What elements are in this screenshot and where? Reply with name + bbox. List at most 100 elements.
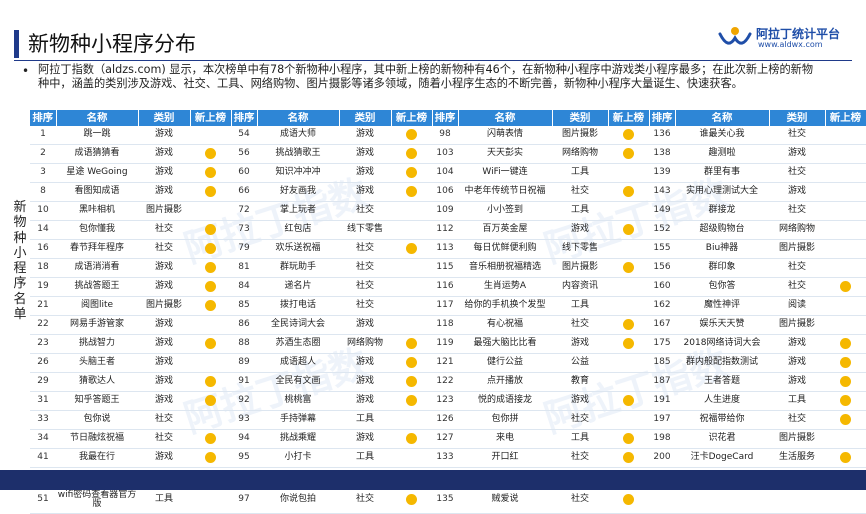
rank-cell: 162 — [649, 296, 675, 316]
category-cell: 社交 — [138, 429, 190, 449]
name-cell: 有心祝福 — [458, 315, 552, 335]
new-entry-cell — [391, 220, 432, 240]
category-cell — [769, 486, 825, 514]
name-cell: 桃桃富 — [257, 391, 339, 411]
category-cell: 游戏 — [339, 391, 391, 411]
page-title: 新物种小程序分布 — [28, 32, 196, 56]
new-entry-cell — [190, 220, 231, 240]
category-cell: 工具 — [552, 429, 608, 449]
column-header: 新上榜 — [608, 110, 650, 126]
name-cell: 群玩助手 — [257, 258, 339, 278]
new-entry-cell — [391, 296, 432, 316]
rank-cell: 97 — [231, 486, 257, 514]
logo-url: www.aldwx.com — [758, 40, 823, 49]
category-cell: 游戏 — [138, 277, 190, 297]
name-cell: 百万英金屋 — [458, 220, 552, 240]
new-entry-cell — [608, 391, 649, 411]
new-entry-cell — [608, 126, 649, 145]
new-entry-cell — [825, 486, 866, 514]
column-header: 名称 — [56, 110, 139, 126]
name-cell: 挑战智力 — [56, 334, 138, 354]
category-cell: 游戏 — [339, 429, 391, 449]
rank-cell: 94 — [231, 429, 257, 449]
rank-cell: 89 — [231, 353, 257, 373]
new-entry-cell — [825, 182, 866, 202]
new-entry-dot-icon — [623, 319, 634, 331]
new-entry-dot-icon — [205, 452, 216, 464]
column-header: 排序 — [649, 110, 676, 126]
table-row: 33 包你说 社交 93 手持弹幕 工具 126 包你拼 社交 197 祝福带给你 社交 — [30, 410, 866, 430]
rank-cell: 60 — [231, 163, 257, 183]
name-cell: 网易手游管家 — [56, 315, 138, 335]
table-header-row: 排序 名称 类别 新上榜 排序 名称 类别 新上榜 排序 名称 类别 新上榜 排序 名称 类别 新上榜 — [30, 110, 866, 126]
rank-cell: 19 — [30, 277, 56, 297]
rank-cell: 135 — [432, 486, 458, 514]
name-cell: 悦的成语接龙 — [458, 391, 552, 411]
new-entry-cell — [391, 201, 432, 221]
name-cell: 包你说 — [56, 410, 138, 430]
rank-cell: 109 — [432, 201, 458, 221]
rank-cell: 112 — [432, 220, 458, 240]
ranking-table-area: 阿拉丁指数 阿拉丁指数 阿拉丁指数 阿拉丁指数 排序 名称 类别 新上榜 排序 名称 类别新… — [30, 110, 866, 514]
table-row: 22 网易手游管家 游戏 86 全民诗词大会 游戏 118 有心祝福 社交 167 娱乐天天赞 图片摄… — [30, 315, 866, 335]
name-cell: 挑战猜歌王 — [257, 144, 339, 164]
rank-cell: 22 — [30, 315, 56, 335]
new-entry-cell — [608, 277, 649, 297]
new-entry-cell — [190, 201, 231, 221]
rank-cell: 34 — [30, 429, 56, 449]
rank-cell: 93 — [231, 410, 257, 430]
category-cell: 游戏 — [552, 220, 608, 240]
name-cell: 成语猜猜看 — [56, 144, 138, 164]
new-entry-cell — [608, 182, 649, 202]
name-cell: 猜歌达人 — [56, 372, 138, 392]
new-entry-cell — [608, 220, 649, 240]
name-cell: 超级购物台 — [675, 220, 769, 240]
new-entry-dot-icon — [840, 395, 851, 407]
new-entry-cell — [825, 353, 866, 373]
table-row: 21 阅图lite 图片摄影 85 拨打电话 社交 117 给你的手机换个发型 工具 162 魔性神… — [30, 296, 866, 316]
category-cell: 游戏 — [138, 126, 190, 145]
table-row: 16 春节拜年程序 社交 79 欢乐送祝福 社交 113 每日优鲜便利购 线下零售 155 Biu神… — [30, 239, 866, 259]
rank-cell: 104 — [432, 163, 458, 183]
category-cell: 游戏 — [138, 372, 190, 392]
new-entry-cell — [825, 258, 866, 278]
new-entry-cell — [391, 163, 432, 183]
category-cell: 社交 — [339, 296, 391, 316]
category-cell: 社交 — [339, 201, 391, 221]
category-cell: 游戏 — [339, 163, 391, 183]
name-cell: 开口红 — [458, 448, 552, 468]
rank-cell: 92 — [231, 391, 257, 411]
rank-cell: 185 — [649, 353, 675, 373]
table-row: 51 wifi密码查看器官方版 工具 97 你说包拍 社交 135 贼爱说 社交 — [30, 486, 866, 514]
name-cell: 群印象 — [675, 258, 769, 278]
new-entry-dot-icon — [623, 433, 634, 445]
bullet-icon: • — [22, 64, 30, 78]
rank-cell: 88 — [231, 334, 257, 354]
new-entry-dot-icon — [205, 167, 216, 179]
category-cell: 公益 — [552, 353, 608, 373]
new-entry-cell — [608, 410, 649, 430]
new-entry-cell — [608, 448, 649, 468]
table-row: 41 我最在行 游戏 95 小打卡 工具 133 开口红 社交 200 汪卡DogeCard 生活服务 — [30, 448, 866, 468]
new-entry-dot-icon — [205, 262, 216, 274]
name-cell: 跳一跳 — [56, 126, 138, 145]
rank-cell: 56 — [231, 144, 257, 164]
name-cell: 趣测啦 — [675, 144, 769, 164]
rank-cell: 200 — [649, 448, 675, 468]
rank-cell: 117 — [432, 296, 458, 316]
new-entry-dot-icon — [205, 433, 216, 445]
table-row: 10 黑咔相机 图片摄影 72 掌上玩者 社交 109 小小签到 工具 149 群接龙 社交 — [30, 201, 866, 221]
name-cell: 生肖运势A — [458, 277, 552, 297]
category-cell: 游戏 — [138, 144, 190, 164]
category-cell: 游戏 — [138, 353, 190, 373]
name-cell: 祝福带给你 — [675, 410, 769, 430]
new-entry-dot-icon — [205, 376, 216, 388]
category-cell: 图片摄影 — [552, 258, 608, 278]
name-cell: 全民诗词大会 — [257, 315, 339, 335]
new-entry-cell — [190, 144, 231, 164]
name-cell: 你说包拍 — [257, 486, 339, 514]
rank-cell: 149 — [649, 201, 675, 221]
new-entry-cell — [190, 126, 231, 145]
new-entry-cell — [190, 372, 231, 392]
table-row: 31 知乎答题王 游戏 92 桃桃富 游戏 123 悦的成语接龙 游戏 191 人生进度 工具 — [30, 391, 866, 411]
